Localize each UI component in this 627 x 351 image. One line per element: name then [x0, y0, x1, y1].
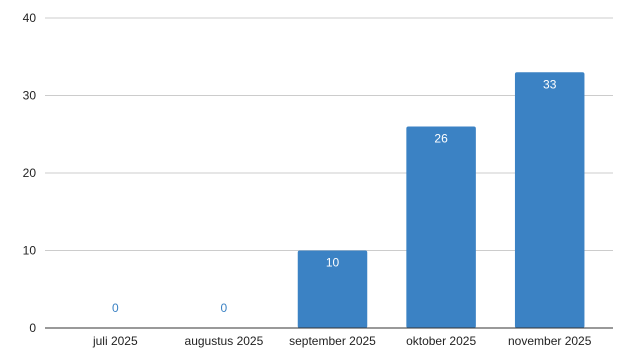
- y-axis-tick-labels: 0 10 20 30 40: [23, 11, 37, 335]
- data-label: 0: [112, 301, 119, 315]
- x-tick-label: juli 2025: [92, 334, 138, 348]
- x-tick-label: augustus 2025: [185, 334, 264, 348]
- x-tick-label: september 2025: [289, 334, 376, 348]
- data-label: 10: [326, 256, 340, 270]
- y-tick-label: 0: [29, 321, 36, 335]
- y-tick-label: 10: [23, 244, 37, 258]
- data-label: 0: [221, 301, 228, 315]
- bars: [297, 72, 585, 328]
- data-labels: 0 0 10 26 33: [112, 77, 557, 315]
- data-label: 33: [543, 77, 557, 91]
- y-tick-label: 30: [23, 89, 37, 103]
- bar: [406, 126, 476, 328]
- bar: [514, 72, 585, 328]
- bar: [297, 250, 368, 328]
- x-axis-tick-labels: juli 2025 augustus 2025 september 2025 okto…: [92, 334, 592, 348]
- x-tick-label: november 2025: [508, 334, 592, 348]
- data-label: 26: [434, 132, 448, 146]
- y-tick-label: 40: [23, 11, 37, 25]
- y-tick-label: 20: [23, 166, 37, 180]
- x-tick-label: oktober 2025: [406, 334, 476, 348]
